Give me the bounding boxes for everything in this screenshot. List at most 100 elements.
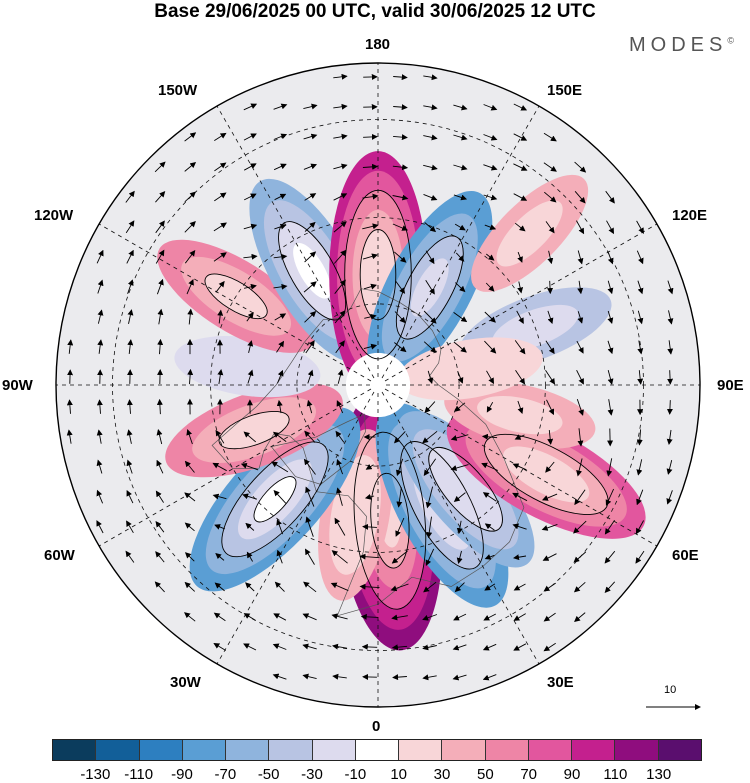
wind-vector [576, 398, 584, 416]
wind-vector [154, 581, 165, 593]
colorbar-swatch [139, 740, 183, 760]
wind-vector [247, 369, 254, 384]
wind-vector [481, 462, 499, 471]
wind-vector [393, 251, 407, 263]
wind-vector [303, 458, 316, 475]
wind-vector [362, 523, 377, 530]
wind-vector [307, 369, 314, 384]
wind-vector [213, 642, 227, 651]
wind-vector [576, 458, 583, 477]
lon-label-120e: 120E [672, 207, 708, 224]
wind-vector [573, 520, 587, 534]
wind-vector [273, 103, 288, 110]
wind-vector [333, 163, 348, 170]
wind-vector [392, 223, 409, 231]
wind-vector [453, 134, 468, 141]
wind-vector [274, 313, 287, 321]
wind-vector [184, 492, 196, 502]
wind-vector [395, 517, 405, 537]
wind-vector [546, 399, 555, 416]
wind-vector [184, 250, 196, 264]
wind-vector [425, 279, 435, 295]
wind-vector [126, 520, 134, 534]
wind-vector [577, 280, 584, 295]
wind-vector [97, 339, 104, 354]
wind-vector [423, 193, 438, 201]
wind-vector [184, 612, 196, 622]
wind-vector [394, 342, 407, 353]
wind-vector [514, 340, 526, 355]
wind-vector [302, 643, 317, 650]
wind-vector [155, 191, 166, 203]
wind-vector [359, 553, 380, 560]
wind-vector [127, 279, 134, 294]
wind-vector [667, 280, 674, 295]
wind-vector [486, 253, 495, 261]
wind-vector [336, 400, 344, 414]
wind-vector [453, 312, 468, 323]
wind-vector [272, 673, 287, 680]
wind-vector [517, 281, 524, 294]
wind-vector [155, 520, 165, 533]
wind-vector [156, 459, 164, 474]
wind-vector [486, 401, 494, 413]
wind-vector [96, 399, 103, 414]
wind-vector [636, 220, 644, 234]
wind-vector [273, 253, 288, 260]
wind-vector [637, 310, 644, 325]
wind-vector [606, 220, 614, 235]
wind-vector [542, 553, 557, 561]
wind-vector [666, 490, 673, 505]
wind-vector [484, 554, 495, 560]
wind-vector [334, 279, 346, 294]
wind-vector [456, 550, 463, 564]
wind-vector [362, 223, 379, 230]
wind-vector [422, 674, 437, 681]
wind-vector [483, 613, 497, 621]
wind-vector [576, 369, 584, 385]
wind-vector [423, 341, 437, 353]
wind-vector [361, 643, 378, 650]
wind-vector [184, 132, 197, 142]
colorbar-swatch [355, 740, 400, 760]
wind-vector [427, 370, 434, 385]
wind-vector [513, 193, 528, 201]
wind-vector [576, 340, 584, 354]
wind-vector [574, 161, 587, 173]
wind-vector [332, 643, 348, 650]
wind-vector [215, 552, 225, 561]
wind-vector [243, 103, 258, 111]
wind-vector [245, 522, 255, 531]
wind-vector [334, 310, 346, 324]
wind-vector [605, 488, 615, 506]
wind-vector [127, 309, 134, 324]
wind-vector [391, 614, 408, 621]
wind-vector [247, 340, 254, 354]
wind-vector [365, 463, 374, 470]
wind-vector [513, 133, 528, 141]
wind-vector [364, 493, 375, 500]
wind-vector [423, 74, 438, 81]
wind-vector [483, 134, 498, 141]
colorbar-tick-label: -130 [80, 766, 111, 783]
wind-vector [277, 369, 284, 384]
wind-vector [457, 371, 464, 384]
wind-vector [331, 550, 348, 564]
wind-vector [423, 458, 437, 477]
wind-vector [391, 550, 408, 564]
wind-vector [483, 164, 498, 171]
wind-vector [336, 487, 343, 506]
anomaly-cell [444, 381, 596, 449]
colorbar-swatch [572, 740, 616, 760]
wind-vector [513, 163, 528, 171]
wind-vector [636, 429, 643, 446]
lon-label-30e: 30E [547, 674, 574, 691]
wind-vector [333, 133, 348, 140]
wind-vector [276, 518, 284, 535]
lon-label-120w: 120W [34, 207, 74, 224]
wind-vector [456, 520, 463, 535]
wind-vector [157, 308, 164, 325]
wind-vector [605, 190, 615, 204]
lon-label-180: 180 [365, 36, 391, 53]
wind-vector [243, 431, 256, 443]
